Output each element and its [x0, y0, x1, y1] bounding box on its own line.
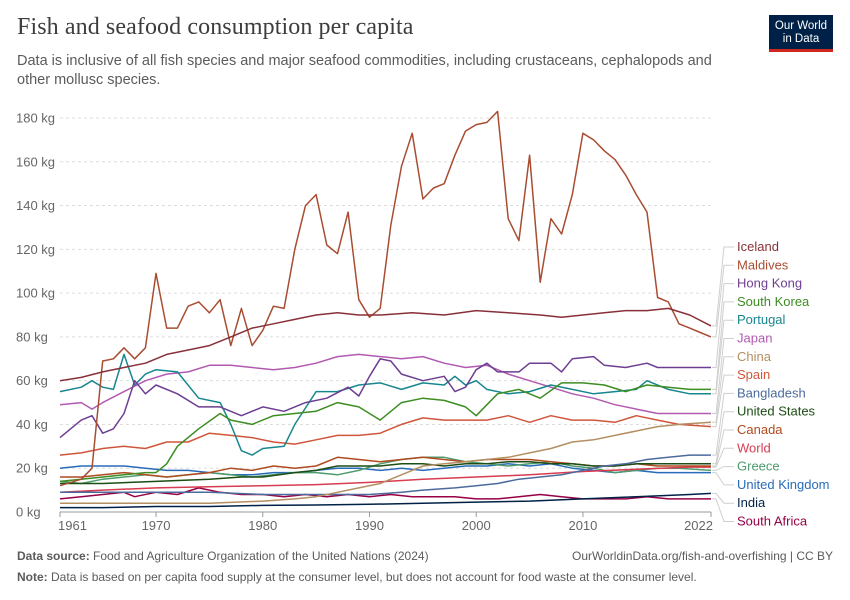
- legend-connector-spain: [712, 374, 734, 428]
- y-tick-label: 120 kg: [16, 242, 55, 257]
- x-tick-label: 2000: [462, 518, 491, 533]
- legend-connector-japan: [712, 338, 734, 414]
- source-label: Data source:: [17, 549, 90, 563]
- legend-label-south-africa: South Africa: [737, 514, 808, 529]
- chart-title: Fish and seafood consumption per capita: [17, 14, 414, 40]
- line-chart: 0 kg 20 kg 40 kg 60 kg 80 kg 100 kg 120 kg 140 …: [16, 110, 830, 534]
- y-tick-label: 80 kg: [16, 329, 48, 344]
- legend-connector-south-korea: [712, 301, 734, 390]
- series-line-japan: [59, 353, 711, 415]
- legend-connector-maldives: [712, 264, 734, 338]
- series-line-south-korea: [59, 382, 711, 483]
- y-tick-label: 0 kg: [16, 505, 41, 520]
- y-tick-label: 20 kg: [16, 461, 48, 476]
- note-line: Note: Data is based on per capita food s…: [17, 570, 697, 584]
- series-line-iceland: [59, 307, 712, 382]
- legend-label-united-kingdom: United Kingdom: [737, 477, 830, 492]
- series-line-canada: [60, 456, 711, 478]
- series-lines: [59, 110, 712, 509]
- y-tick-label: 40 kg: [16, 417, 48, 432]
- legend-connector-hong-kong: [712, 283, 734, 368]
- legend-connector-united-kingdom: [712, 472, 734, 486]
- series-line-world: [59, 466, 711, 494]
- series-line-spain: [59, 414, 712, 456]
- y-tick-label: 60 kg: [16, 373, 48, 388]
- series-line-hong-kong: [59, 355, 711, 439]
- legend-connector-india: [712, 492, 734, 504]
- x-tick-label: 1970: [142, 518, 171, 533]
- x-tick-label: 2022: [684, 518, 713, 533]
- series-line-china: [60, 421, 712, 504]
- legend: Iceland Maldives Hong Kong South Korea Portu…: [712, 239, 830, 529]
- legend-connector-greece: [712, 466, 734, 471]
- y-tick-label: 140 kg: [16, 198, 55, 213]
- legend-connector-world: [712, 447, 734, 468]
- legend-label-bangladesh: Bangladesh: [737, 385, 806, 400]
- legend-connector-bangladesh: [712, 392, 734, 456]
- logo-accent-bar: [769, 49, 833, 52]
- y-tick-label: 160 kg: [16, 154, 55, 169]
- legend-connector-south-africa: [712, 498, 734, 522]
- source-text: Food and Agriculture Organization of the…: [93, 549, 429, 563]
- legend-label-india: India: [737, 495, 766, 510]
- x-tick-label: 2010: [568, 518, 597, 533]
- legend-label-greece: Greece: [737, 459, 780, 474]
- x-axis-ticks: 1961 1970 1980 1990 2000 2010 2022: [58, 512, 713, 533]
- series-line-bangladesh: [60, 454, 711, 496]
- legend-connector-china: [712, 356, 734, 423]
- owid-logo[interactable]: Our World in Data: [769, 15, 833, 52]
- source-line: Data source: Food and Agriculture Organi…: [17, 549, 429, 563]
- legend-label-south-korea: South Korea: [737, 294, 810, 309]
- note-text: Data is based on per capita food supply …: [51, 570, 697, 584]
- legend-label-maldives: Maldives: [737, 257, 789, 272]
- series-line-maldives: [59, 110, 712, 487]
- legend-label-spain: Spain: [737, 367, 770, 382]
- legend-label-canada: Canada: [737, 422, 783, 437]
- x-tick-label: 1990: [355, 518, 384, 533]
- legend-connector-iceland: [712, 246, 734, 327]
- series-line-india: [60, 492, 712, 509]
- legend-label-japan: Japan: [737, 331, 772, 346]
- legend-connector-portugal: [712, 319, 734, 395]
- legend-label-china: China: [737, 349, 772, 364]
- series-line-portugal: [59, 353, 711, 456]
- chart-subtitle: Data is inclusive of all fish species an…: [17, 53, 712, 88]
- legend-connector-canada: [712, 429, 734, 467]
- legend-label-world: World: [737, 440, 771, 455]
- y-tick-label: 100 kg: [16, 286, 55, 301]
- x-tick-label: 1961: [58, 518, 87, 533]
- y-axis-ticks: 0 kg 20 kg 40 kg 60 kg 80 kg 100 kg 120 kg 140 …: [16, 111, 55, 520]
- legend-label-iceland: Iceland: [737, 239, 779, 254]
- source-link[interactable]: OurWorldinData.org/fish-and-overfishing …: [572, 549, 833, 563]
- y-tick-label: 180 kg: [16, 111, 55, 126]
- x-tick-label: 1980: [248, 518, 277, 533]
- legend-label-hong-kong: Hong Kong: [737, 276, 802, 291]
- legend-connector-united-states: [712, 411, 734, 465]
- note-label: Note:: [17, 570, 48, 584]
- legend-label-portugal: Portugal: [737, 312, 786, 327]
- legend-label-united-states: United States: [737, 404, 816, 419]
- gridlines: [60, 117, 711, 513]
- logo-text: Our World in Data: [774, 20, 828, 45]
